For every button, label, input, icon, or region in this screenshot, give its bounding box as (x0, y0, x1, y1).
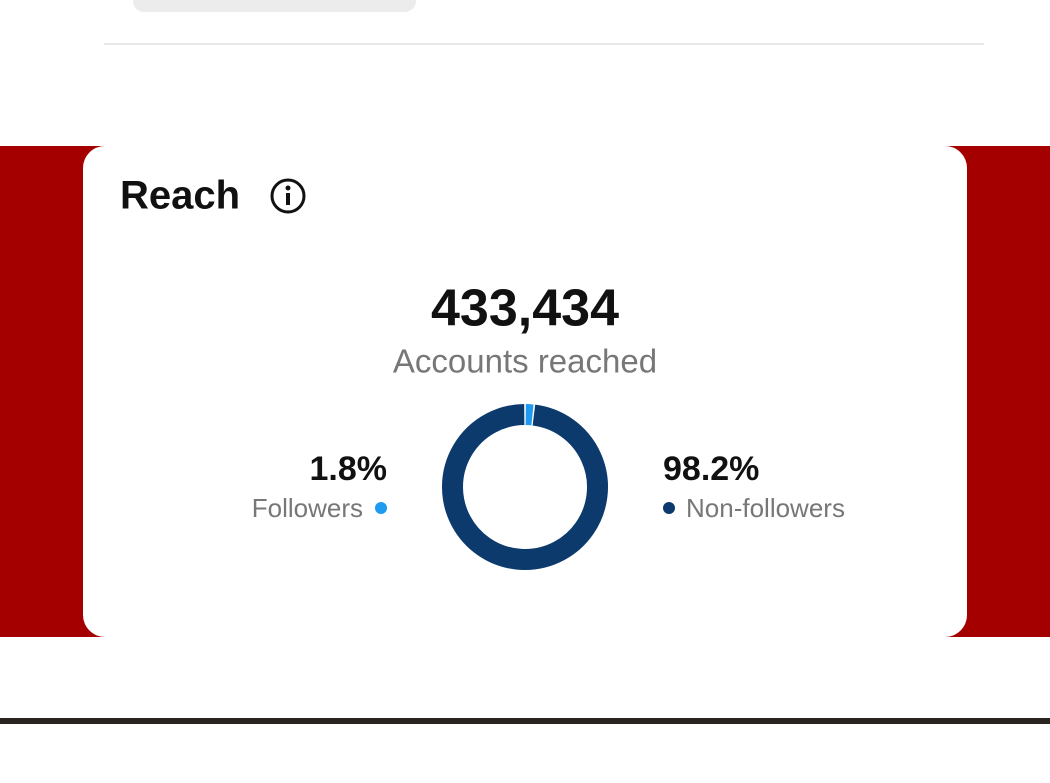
legend-label: Non-followers (686, 493, 845, 523)
total-label: Accounts reached (393, 343, 657, 380)
total-value: 433,434 (431, 280, 619, 338)
donut-segment (442, 404, 608, 570)
card-title: Reach (120, 174, 240, 218)
search-pill (133, 0, 416, 12)
info-icon[interactable] (270, 178, 306, 214)
percent-label: 1.8% (310, 450, 388, 488)
reach-card (83, 146, 967, 637)
legend-dot (663, 502, 675, 514)
legend-label: Followers (252, 493, 363, 523)
legend-dot (375, 502, 387, 514)
bottom-strip (0, 718, 1050, 724)
percent-label: 98.2% (663, 450, 759, 488)
